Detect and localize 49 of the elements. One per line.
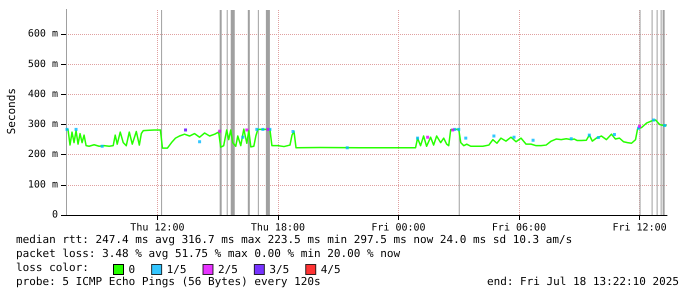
point (492, 134, 496, 138)
point (416, 136, 420, 140)
point (255, 128, 258, 131)
point (218, 130, 222, 133)
x-tick-label: Thu 18:00 (250, 222, 306, 234)
point (512, 136, 516, 139)
point (457, 128, 460, 131)
point (612, 133, 616, 136)
x-tick-label: Fri 06:00 (492, 222, 546, 234)
point (66, 128, 69, 131)
y-tick-label: 100 m (28, 179, 58, 190)
point (570, 137, 573, 140)
point (184, 128, 188, 132)
point (532, 138, 535, 142)
legend-label: 3/5 (269, 263, 290, 276)
x-tick-label: Thu 12:00 (130, 222, 184, 234)
point (245, 128, 248, 132)
x-tick-label: Fri 12:00 (612, 222, 667, 234)
y-tick-label: 500 m (28, 58, 58, 70)
y-tick-label: 300 m (28, 119, 58, 130)
point (652, 118, 656, 122)
point (588, 134, 591, 137)
y-tick-label: 0 (52, 210, 58, 220)
point (426, 136, 430, 139)
x-tick-label: Fri 00:00 (371, 222, 426, 234)
point (74, 128, 78, 131)
point (346, 146, 349, 150)
text: packet loss: 3.48 % avg 51.75 % max 0.00 % min 20.00 % now (16, 247, 400, 260)
line-series (65, 119, 668, 149)
legend-label: 0 (128, 263, 136, 276)
y-tick-label: 600 m (28, 28, 58, 40)
point (464, 136, 468, 140)
text: probe: 5 ICMP Echo Pings (56 Bytes) every 120s (16, 275, 321, 288)
point (198, 140, 202, 144)
legend-label: 2/5 (218, 263, 238, 276)
y-axis-title: Seconds (5, 88, 18, 134)
y-tick-label: 400 m (28, 88, 58, 100)
point (663, 124, 666, 127)
y-tick-label: 200 m (28, 149, 58, 160)
text: median rtt: 247.4 ms avg 316.7 ms max 223.5 ms min 297.5 ms now 24.0 ms sd 10.3 am/s (16, 233, 572, 246)
point (292, 130, 295, 133)
point (261, 128, 264, 131)
text: end: Fri Jul 18 13:22:10 2025 (486, 275, 680, 288)
point (100, 144, 104, 148)
legend-title: loss color: (16, 261, 89, 274)
legend-label: 4/5 (320, 263, 341, 276)
point (241, 136, 244, 139)
point (596, 136, 600, 140)
legend-label: 1/5 (166, 263, 186, 276)
